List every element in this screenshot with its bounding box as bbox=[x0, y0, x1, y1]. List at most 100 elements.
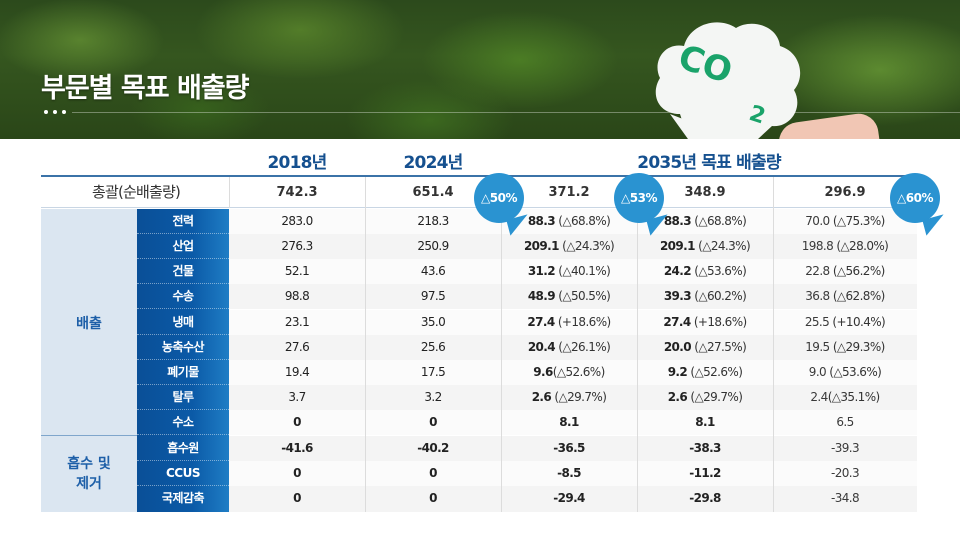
table-row: 276.3 250.9 209.1 (△24.3%) 209.1 (△24.3%… bbox=[229, 234, 917, 259]
column-divider bbox=[773, 177, 774, 512]
table-row: -41.6 -40.2 -36.5 -38.3 -39.3 bbox=[229, 436, 917, 461]
col-header-2018: 2018년 bbox=[267, 153, 328, 173]
cell-2018: 3.7 bbox=[288, 390, 306, 404]
column-divider bbox=[365, 177, 366, 512]
column-divider bbox=[501, 177, 502, 512]
sector-label: 국제감축 bbox=[161, 491, 205, 505]
table-row: 52.1 43.6 31.2 (△40.1%) 24.2 (△53.6%) 22… bbox=[229, 259, 917, 284]
total-2035-a: 371.2 bbox=[548, 185, 590, 200]
cell-2035-b: 88.3 (△68.8%) bbox=[663, 214, 747, 228]
sector-label: 산업 bbox=[137, 234, 229, 259]
cell-2035-c: 2.4(△35.1%) bbox=[810, 390, 880, 404]
cell-2018: 0 bbox=[293, 415, 301, 429]
cell-2035-c: 19.5 (△29.3%) bbox=[805, 340, 885, 354]
cell-2018: 98.8 bbox=[284, 289, 310, 303]
cell-2035-b: 9.2 (△52.6%) bbox=[667, 365, 743, 379]
cell-2035-c: 198.8 (△28.0%) bbox=[801, 239, 889, 253]
reduction-badge-53: △53% bbox=[614, 173, 664, 223]
sector-label: 수소 bbox=[137, 410, 229, 435]
cell-2035-a: -36.5 bbox=[553, 441, 585, 455]
cell-2035-a: 88.3 (△68.8%) bbox=[527, 214, 611, 228]
cell-2035-b: 20.0 (△27.5%) bbox=[663, 340, 747, 354]
cell-2035-b: 8.1 bbox=[695, 415, 715, 429]
sector-label: 냉매 bbox=[137, 310, 229, 335]
cell-2024: 25.6 bbox=[420, 340, 446, 354]
cell-2024: 218.3 bbox=[417, 214, 449, 228]
cell-2035-c: -34.8 bbox=[830, 491, 860, 505]
svg-text:2: 2 bbox=[746, 101, 768, 130]
sector-label: 전력 bbox=[137, 209, 229, 234]
cell-2035-c: 9.0 (△53.6%) bbox=[808, 365, 882, 379]
cell-2035-b: 24.2 (△53.6%) bbox=[663, 264, 747, 278]
cell-2035-c: 6.5 bbox=[836, 415, 854, 429]
cell-2024: 43.6 bbox=[420, 264, 446, 278]
column-divider bbox=[637, 177, 638, 512]
sector-label: CCUS bbox=[137, 461, 229, 486]
co2-cloud-icon: CO 2 bbox=[655, 22, 801, 139]
table-row: 0 0 -29.4 -29.8 -34.8 bbox=[229, 486, 917, 512]
cell-2018: 52.1 bbox=[284, 264, 310, 278]
cell-2035-c: -39.3 bbox=[830, 441, 860, 455]
sector-label: 건물 bbox=[137, 259, 229, 284]
cell-2035-a: 20.4 (△26.1%) bbox=[527, 340, 611, 354]
table-row: 283.0 218.3 88.3 (△68.8%) 88.3 (△68.8%) … bbox=[229, 209, 917, 234]
total-2018: 742.3 bbox=[276, 185, 318, 200]
cell-2035-b: 27.4 (+18.6%) bbox=[663, 315, 747, 329]
cell-2035-c: 22.8 (△56.2%) bbox=[805, 264, 885, 278]
cell-2018: 276.3 bbox=[281, 239, 313, 253]
cell-2035-a: 8.1 bbox=[559, 415, 579, 429]
table-row: 0 0 -8.5 -11.2 -20.3 bbox=[229, 461, 917, 486]
cell-2018: 0 bbox=[293, 491, 301, 505]
cell-2035-c: 36.8 (△62.8%) bbox=[805, 289, 885, 303]
cell-2018: 0 bbox=[293, 466, 301, 480]
total-2024: 651.4 bbox=[412, 185, 454, 200]
total-2035-b: 348.9 bbox=[684, 185, 726, 200]
cell-2035-b: -38.3 bbox=[689, 441, 721, 455]
cell-2024: 97.5 bbox=[420, 289, 446, 303]
title-underline bbox=[72, 112, 960, 113]
cell-2035-b: 209.1 (△24.3%) bbox=[659, 239, 751, 253]
sector-label: 흡수원 bbox=[137, 436, 229, 461]
cell-2018: 23.1 bbox=[284, 315, 310, 329]
table-row: 27.6 25.6 20.4 (△26.1%) 20.0 (△27.5%) 19… bbox=[229, 335, 917, 360]
cell-2035-a: 48.9 (△50.5%) bbox=[527, 289, 611, 303]
cell-2035-a: -29.4 bbox=[553, 491, 585, 505]
cell-2035-a: 209.1 (△24.3%) bbox=[523, 239, 615, 253]
table-row: 3.7 3.2 2.6 (△29.7%) 2.6 (△29.7%) 2.4(△3… bbox=[229, 385, 917, 410]
col-header-2035-target: 2035년 목표 배출량 bbox=[637, 153, 781, 173]
sector-label: 폐기물 bbox=[137, 360, 229, 385]
cell-2035-a: 31.2 (△40.1%) bbox=[527, 264, 611, 278]
total-row: 총괄(순배출량) 742.3 651.4 371.2 348.9 296.9 bbox=[41, 177, 917, 208]
hero-banner: 부문별 목표 배출량 CO 2 bbox=[0, 0, 960, 139]
cell-2035-b: -11.2 bbox=[689, 466, 721, 480]
cell-2035-c: 25.5 (+10.4%) bbox=[804, 315, 886, 329]
category-emission-bg bbox=[41, 209, 137, 435]
cell-2018: 27.6 bbox=[284, 340, 310, 354]
cell-2035-c: 70.0 (△75.3%) bbox=[805, 214, 885, 228]
cell-2035-b: 39.3 (△60.2%) bbox=[663, 289, 747, 303]
total-label: 총괄(순배출량) bbox=[91, 183, 181, 201]
page-title: 부문별 목표 배출량 bbox=[41, 73, 250, 104]
table-row: 23.1 35.0 27.4 (+18.6%) 27.4 (+18.6%) 25… bbox=[229, 310, 917, 335]
category-absorption-label-2: 제거 bbox=[76, 476, 102, 492]
cell-2024: 0 bbox=[429, 491, 437, 505]
cell-2024: 17.5 bbox=[420, 365, 446, 379]
reduction-badge-60: △60% bbox=[890, 173, 940, 223]
cell-2024: 0 bbox=[429, 466, 437, 480]
sector-label: 농축수산 bbox=[137, 335, 229, 360]
cell-2018: 283.0 bbox=[281, 214, 313, 228]
total-2035-c: 296.9 bbox=[824, 185, 866, 200]
sector-column-bg bbox=[137, 209, 229, 512]
category-absorption-label-1: 흡수 및 bbox=[67, 456, 111, 472]
category-emission-label: 배출 bbox=[76, 316, 102, 332]
col-header-2024: 2024년 bbox=[403, 153, 464, 173]
table-row: 0 0 8.1 8.1 6.5 bbox=[229, 410, 917, 435]
cell-2024: 0 bbox=[429, 415, 437, 429]
sector-label: 탈루 bbox=[137, 385, 229, 410]
table-row: 98.8 97.5 48.9 (△50.5%) 39.3 (△60.2%) 36… bbox=[229, 284, 917, 309]
category-absorption-bg bbox=[41, 436, 137, 512]
cell-2035-a: -8.5 bbox=[557, 466, 581, 480]
cell-2035-b: -29.8 bbox=[689, 491, 721, 505]
cell-2024: 35.0 bbox=[420, 315, 446, 329]
cell-2024: 250.9 bbox=[417, 239, 449, 253]
